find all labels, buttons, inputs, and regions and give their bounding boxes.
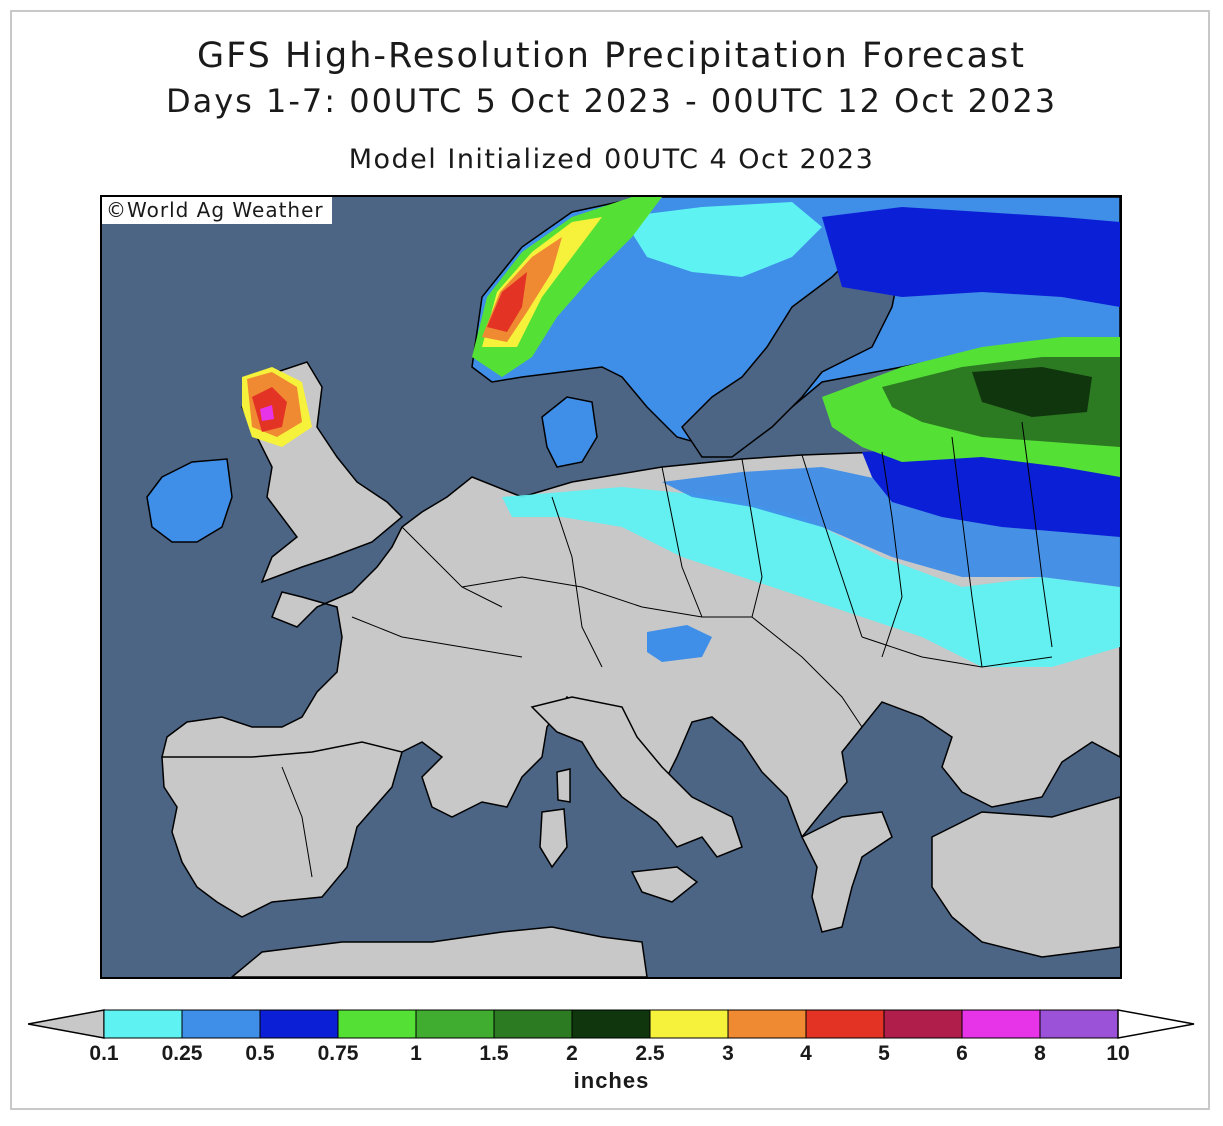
colorbar-bin-1-1.5 xyxy=(415,1009,495,1039)
model-init-time: Model Initialized 00UTC 4 Oct 2023 xyxy=(348,144,875,175)
colorbar-tick-5: 5 xyxy=(878,1042,890,1065)
land-turkey xyxy=(931,796,1120,958)
land-denmark xyxy=(541,396,598,468)
colorbar-tick-2.5: 2.5 xyxy=(635,1042,665,1065)
colorbar-tick-2: 2 xyxy=(566,1042,578,1065)
colorbar-tick-10: 10 xyxy=(1106,1042,1130,1065)
precip-scotland-magenta xyxy=(260,405,274,421)
land-north-africa xyxy=(230,926,648,977)
colorbar-bin-8-10 xyxy=(1039,1009,1119,1039)
colorbar-tick-0.25: 0.25 xyxy=(161,1042,203,1065)
colorbar-above-max-triangle xyxy=(1117,1009,1195,1039)
colorbar-bin-1.5-2 xyxy=(493,1009,573,1039)
land-italy xyxy=(530,696,743,858)
colorbar-bin-0.75-1 xyxy=(337,1009,417,1039)
colorbar-tick-3: 3 xyxy=(722,1042,734,1065)
precipitation-map xyxy=(100,195,1122,979)
colorbar-bin-0.5-0.75 xyxy=(259,1009,339,1039)
colorbar xyxy=(28,1009,1195,1039)
colorbar-below-min-triangle xyxy=(28,1009,105,1039)
colorbar-bin-2-2.5 xyxy=(571,1009,651,1039)
colorbar-units: inches xyxy=(573,1068,650,1093)
copyright-label: ©World Ag Weather xyxy=(102,197,332,224)
precip-darkest-east xyxy=(972,367,1092,417)
land-sardinia xyxy=(539,808,568,869)
precip-scand-dark xyxy=(822,207,1120,307)
precip-light-band xyxy=(502,487,1120,667)
colorbar-tick-0.75: 0.75 xyxy=(317,1042,359,1065)
precip-heavy-band xyxy=(862,447,1120,537)
colorbar-bin-5-6 xyxy=(883,1009,963,1039)
colorbar-tick-1: 1 xyxy=(410,1042,422,1065)
forecast-period: Days 1-7: 00UTC 5 Oct 2023 - 00UTC 12 Oc… xyxy=(165,82,1058,120)
colorbar-bin-0.25-0.5 xyxy=(181,1009,261,1039)
colorbar-bin-6-8 xyxy=(961,1009,1041,1039)
colorbar-tick-0.5: 0.5 xyxy=(245,1042,275,1065)
precip-norway-red xyxy=(487,272,527,332)
colorbar-tick-6: 6 xyxy=(956,1042,968,1065)
country-borders xyxy=(281,421,1053,878)
precip-alps-patch xyxy=(647,625,712,662)
colorbar-bin-4-5 xyxy=(805,1009,885,1039)
land-ireland xyxy=(146,458,233,543)
colorbar-bin-0.1-0.25 xyxy=(103,1009,183,1039)
colorbar-bin-3-4 xyxy=(727,1009,807,1039)
colorbar-tick-1.5: 1.5 xyxy=(479,1042,509,1065)
colorbar-bin-2.5-3 xyxy=(649,1009,729,1039)
land-iberia xyxy=(161,741,403,918)
chart-title: GFS High-Resolution Precipitation Foreca… xyxy=(196,36,1027,76)
land-greece xyxy=(800,811,893,933)
precip-scand-cyan xyxy=(622,202,822,277)
colorbar-tick-8: 8 xyxy=(1034,1042,1046,1065)
land-sicily xyxy=(630,866,699,903)
colorbar-tick-0.1: 0.1 xyxy=(89,1042,119,1065)
land-corsica xyxy=(556,768,571,803)
map-svg xyxy=(102,197,1120,977)
colorbar-tick-4: 4 xyxy=(800,1042,812,1065)
colorbar-tick-labels: 0.1 0.25 0.5 0.75 1 1.5 2 2.5 3 4 5 6 8 10 xyxy=(0,1042,1223,1072)
